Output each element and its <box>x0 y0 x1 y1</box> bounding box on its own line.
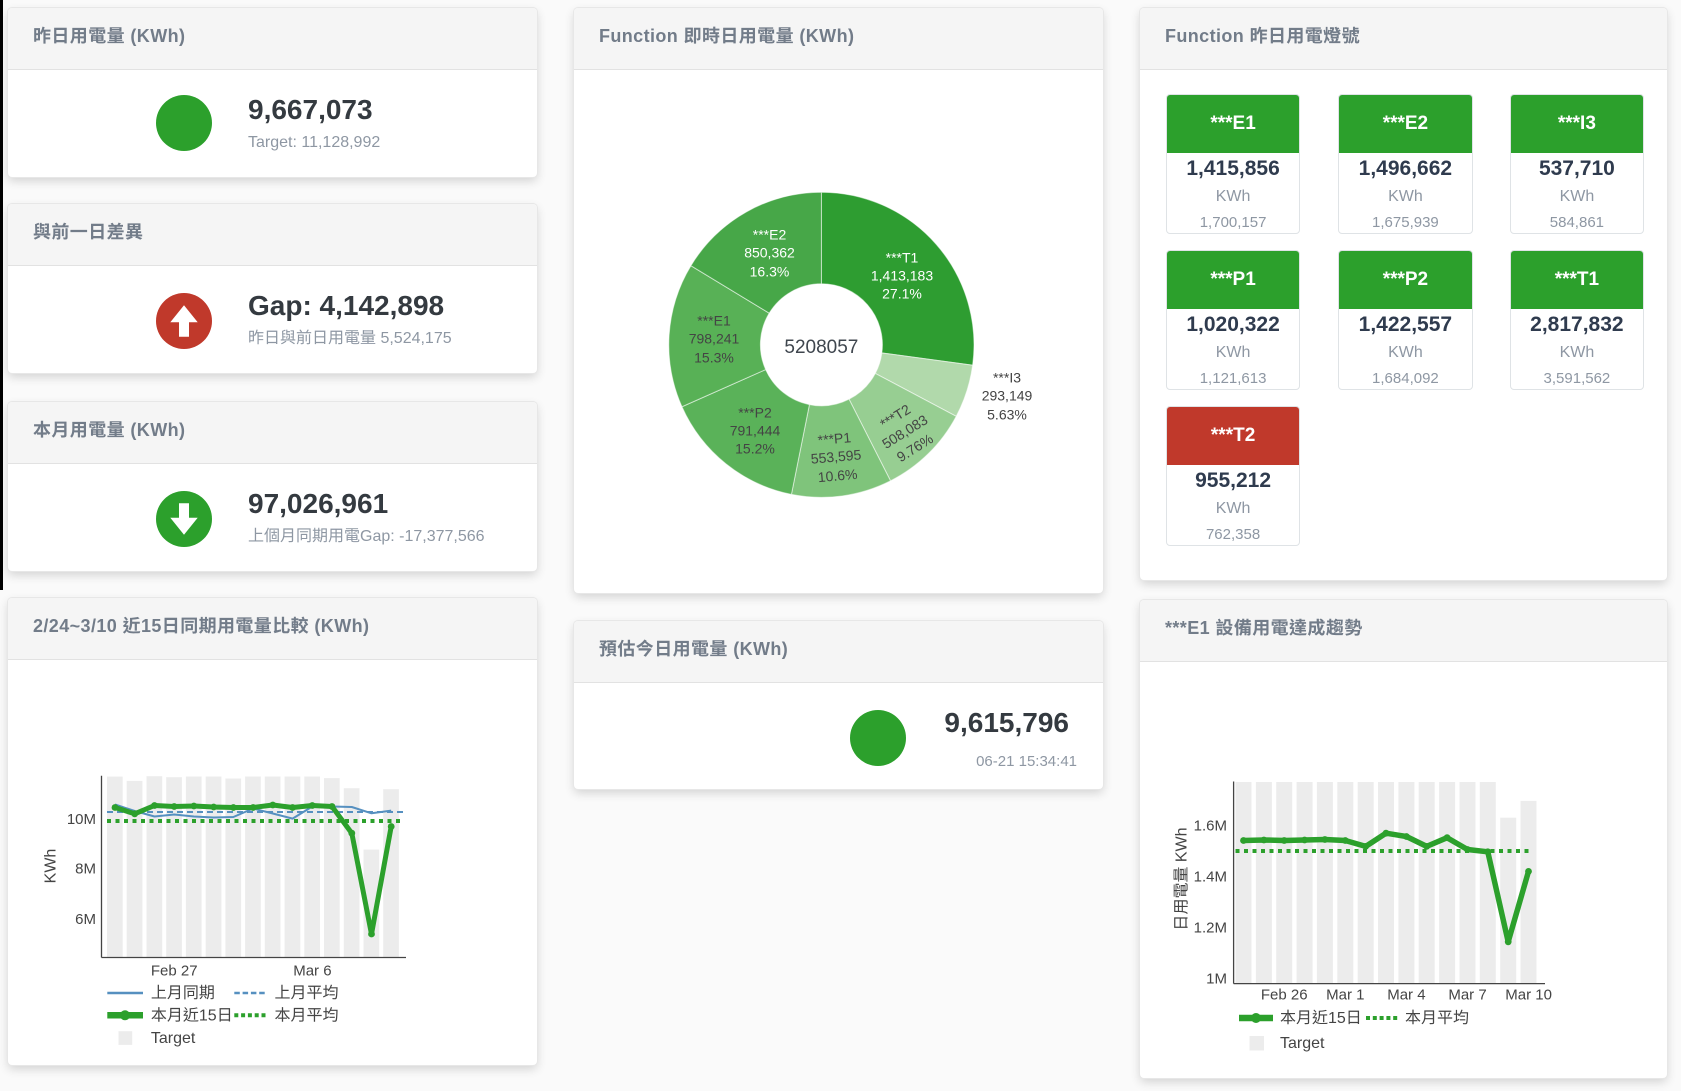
svg-text:10M: 10M <box>67 811 96 828</box>
svg-text:6M: 6M <box>75 911 96 928</box>
svg-text:Target: Target <box>151 1030 196 1047</box>
svg-text:Mar 7: Mar 7 <box>1448 987 1486 1004</box>
svg-text:Mar 4: Mar 4 <box>1387 987 1425 1004</box>
svg-text:8M: 8M <box>75 861 96 878</box>
svg-text:1.4M: 1.4M <box>1194 869 1227 886</box>
svg-text:本月近15日: 本月近15日 <box>1280 1009 1362 1027</box>
svg-text:本月平均: 本月平均 <box>275 1006 339 1024</box>
svg-text:Feb 27: Feb 27 <box>151 963 198 980</box>
svg-text:Mar 10: Mar 10 <box>1505 987 1552 1004</box>
svg-text:1.6M: 1.6M <box>1194 818 1227 835</box>
svg-text:Feb 26: Feb 26 <box>1261 987 1308 1004</box>
svg-text:Target: Target <box>1280 1035 1325 1052</box>
svg-text:1M: 1M <box>1206 971 1227 988</box>
svg-text:上月平均: 上月平均 <box>275 984 339 1002</box>
svg-text:Mar 6: Mar 6 <box>293 963 331 980</box>
svg-text:KWh: KWh <box>43 849 60 884</box>
svg-text:上月同期: 上月同期 <box>151 984 215 1002</box>
svg-text:日用電量 KWh: 日用電量 KWh <box>1174 827 1191 930</box>
svg-text:本月近15日: 本月近15日 <box>151 1006 233 1024</box>
svg-text:1.2M: 1.2M <box>1194 920 1227 937</box>
svg-text:5208057: 5208057 <box>784 337 858 358</box>
svg-text:Mar 1: Mar 1 <box>1326 987 1364 1004</box>
svg-text:本月平均: 本月平均 <box>1405 1009 1469 1027</box>
